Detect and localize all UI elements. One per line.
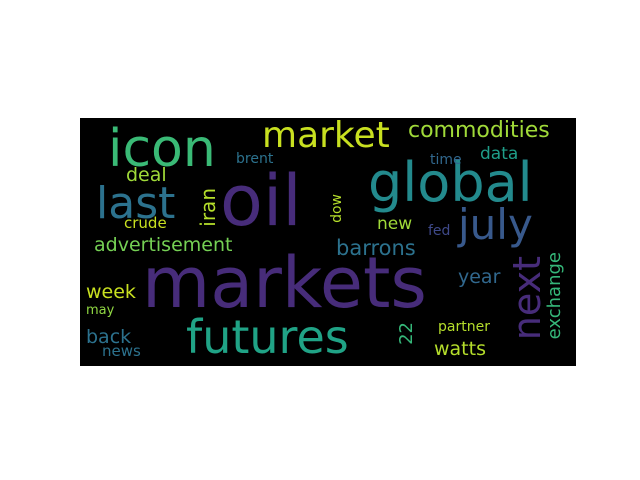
word-icon: icon — [108, 119, 216, 179]
word-may: may — [86, 303, 115, 318]
word-markets: markets — [142, 242, 427, 324]
word-iran: iran — [196, 188, 220, 227]
word-deal: deal — [126, 164, 167, 186]
word-partner: partner — [438, 319, 490, 335]
word-year: year — [458, 266, 501, 288]
word-cloud: oil markets icon market commodities glob… — [80, 118, 576, 366]
word-news: news — [102, 342, 141, 360]
word-global: global — [368, 151, 533, 214]
word-barrons: barrons — [336, 236, 416, 260]
word-crude: crude — [124, 214, 167, 232]
word-oil: oil — [220, 160, 302, 242]
word-fed: fed — [428, 223, 451, 239]
word-22: 22 — [396, 322, 417, 345]
word-commodities: commodities — [408, 118, 550, 143]
word-week: week — [86, 281, 136, 303]
word-futures: futures — [186, 310, 349, 364]
word-data: data — [480, 144, 519, 164]
word-back: back — [86, 326, 132, 348]
word-next: next — [505, 256, 549, 341]
word-market: market — [262, 118, 390, 156]
word-brent: brent — [236, 151, 274, 167]
word-advertisement: advertisement — [94, 234, 233, 256]
word-july: july — [458, 200, 533, 249]
word-time: time — [430, 152, 462, 168]
word-new: new — [377, 214, 413, 234]
word-exchange: exchange — [544, 252, 565, 340]
word-watts: watts — [434, 338, 486, 360]
word-dow: dow — [329, 194, 345, 223]
word-last: last — [96, 178, 176, 229]
